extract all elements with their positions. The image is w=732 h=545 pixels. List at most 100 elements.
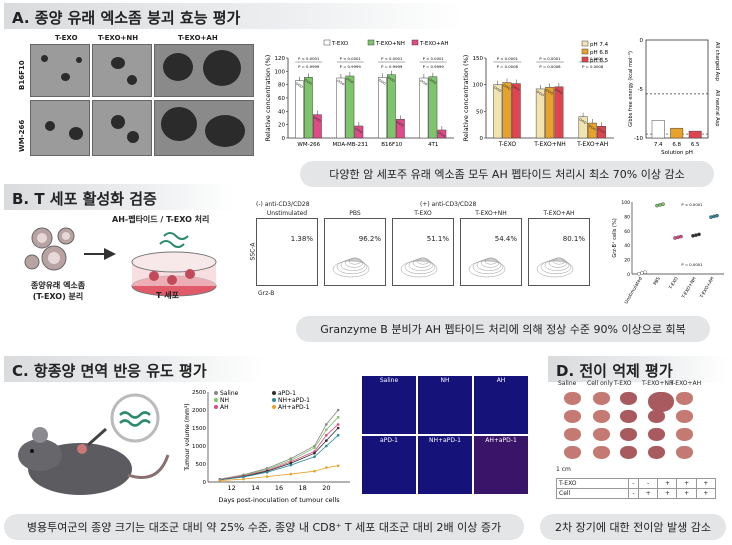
legend-label: Saline xyxy=(220,390,239,397)
data-point xyxy=(383,82,386,85)
table-row: T-EXO - - + + + xyxy=(556,478,717,489)
data-point xyxy=(514,86,518,90)
x-tick-label: 18 xyxy=(299,484,307,492)
data-point xyxy=(316,117,319,121)
x-axis-label: Solution pH xyxy=(661,150,693,156)
y-axis-label: Gibbs free energy (kcal mol⁻¹) xyxy=(628,51,634,127)
legend-label: AH+aPD-1 xyxy=(278,404,310,411)
x-tick-label: 14 xyxy=(251,484,259,492)
lung-col-label: T-EXO xyxy=(614,380,632,387)
bar xyxy=(670,127,684,139)
fluorescence-label: AH+aPD-1 xyxy=(485,437,517,444)
data-point xyxy=(546,89,549,92)
fluorescence-label: AH xyxy=(496,377,506,384)
x-tick-label: 6.5 xyxy=(691,142,700,148)
y-tick-label: -10 xyxy=(634,136,643,142)
y-axis-label: Relative concentration (%) xyxy=(462,55,470,142)
y-tick-label: 0 xyxy=(627,272,630,278)
significance-label: P = 0.9999 xyxy=(340,64,362,69)
data-point xyxy=(555,88,558,91)
fluorescence-image: NH+aPD-1 xyxy=(418,436,472,494)
data-point xyxy=(309,82,312,85)
legend-swatch xyxy=(272,391,276,395)
mouse-illustration xyxy=(18,393,170,495)
contour xyxy=(340,259,366,271)
data-point xyxy=(712,214,716,219)
x-tick-label: 12 xyxy=(228,484,236,492)
fluorescence-label: NH xyxy=(440,377,450,384)
legend-label: NH xyxy=(220,397,229,404)
legend-label: pH 6.5 xyxy=(590,58,609,64)
x-tick-label: PBS xyxy=(652,276,662,287)
flow-panel-percent: 51.1% xyxy=(426,235,449,243)
y-tick-label: 80 xyxy=(624,214,630,220)
table-cell: - xyxy=(627,488,640,499)
data-point xyxy=(494,86,497,89)
contour xyxy=(400,260,438,278)
data-point xyxy=(396,121,400,124)
bar xyxy=(336,77,346,139)
legend-swatch xyxy=(214,391,218,395)
flow-panel: T-EXO+AH 80.1% xyxy=(528,210,590,286)
data-point xyxy=(498,89,502,92)
flow-panel-title: T-EXO+NH xyxy=(475,210,507,217)
legend-label: pH 7.4 xyxy=(590,42,609,48)
data-point xyxy=(336,433,340,437)
scale-bar-label: 1 cm xyxy=(556,466,571,473)
fluorescence-image: NH xyxy=(418,376,472,434)
x-tick-label: 6.8 xyxy=(672,142,681,148)
significance-label: P < 0.0001 xyxy=(340,56,362,61)
data-point xyxy=(643,270,647,275)
data-point xyxy=(289,461,293,465)
series-line xyxy=(219,434,339,481)
data-point xyxy=(387,76,391,79)
data-point xyxy=(597,128,601,131)
legend-label: aPD-1 xyxy=(278,390,296,397)
data-point xyxy=(422,81,426,84)
data-point xyxy=(325,466,328,469)
data-point xyxy=(392,79,395,82)
lung-image xyxy=(593,392,610,405)
lung-image xyxy=(593,446,610,459)
chart-grzb-cells: 0 20 40 60 80 100 Grz-B⁺ cells (%) Unstimulated… xyxy=(612,200,724,305)
contour xyxy=(404,259,436,275)
data-point xyxy=(313,451,316,455)
legend-label: T-EXO+AH xyxy=(419,41,449,47)
data-point xyxy=(346,77,349,81)
bar xyxy=(502,82,512,139)
data-point xyxy=(289,457,293,460)
flow-panel-percent: 54.4% xyxy=(494,235,517,243)
data-point xyxy=(336,464,340,468)
tem-col-label: T-EXO xyxy=(55,34,78,42)
data-point xyxy=(242,477,245,481)
data-point xyxy=(401,124,404,127)
lung-image xyxy=(676,446,693,459)
series-line xyxy=(219,416,339,480)
data-point xyxy=(673,236,677,240)
lung-col-label: T-EXO+NH xyxy=(642,380,674,387)
data-point xyxy=(715,213,719,218)
legend-swatch xyxy=(367,39,375,46)
y-tick-label: -5 xyxy=(638,87,644,93)
data-point xyxy=(676,235,680,240)
flow-panel: T-EXO 51.1% xyxy=(392,210,454,286)
x-tick-label: T-EXO xyxy=(498,141,517,148)
data-point xyxy=(295,82,299,85)
y-tick-label: 80 xyxy=(278,83,285,89)
lung-image xyxy=(676,428,693,441)
bar xyxy=(554,86,564,139)
lung-image xyxy=(648,428,665,441)
x-tick-label: WM-266 xyxy=(297,142,320,148)
data-point xyxy=(325,433,328,437)
table-row-label: Cell xyxy=(556,488,629,499)
data-point xyxy=(318,119,321,122)
data-point xyxy=(313,116,317,119)
significance-label: P < 0.0001 xyxy=(497,56,519,61)
data-point xyxy=(390,77,393,81)
lung-col-label: T-EXO+AH xyxy=(670,380,702,387)
contour xyxy=(540,259,572,275)
data-point xyxy=(242,475,245,479)
contour xyxy=(548,258,568,268)
treatment-table: T-EXO - - + + + Cell - + + + + xyxy=(556,478,717,499)
contour xyxy=(348,257,362,265)
